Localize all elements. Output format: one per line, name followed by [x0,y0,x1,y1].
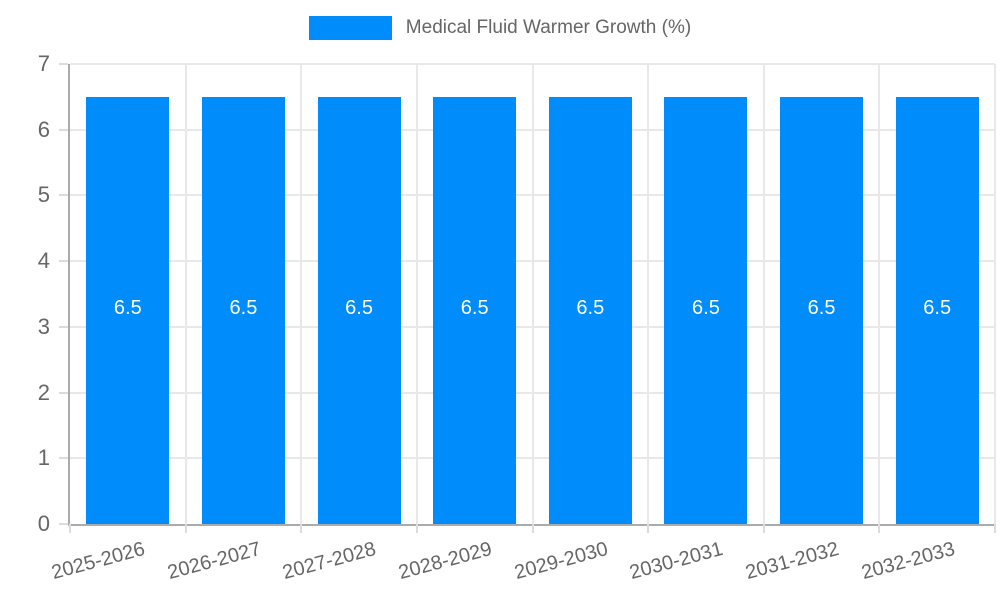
y-axis-tick [59,523,68,525]
x-axis-tick [300,524,303,533]
y-axis-tick [59,391,68,394]
gridline-vertical [531,64,534,524]
legend-label: Medical Fluid Warmer Growth (%) [405,17,692,38]
y-axis-tick [59,194,68,197]
x-axis-tick-label: 2028-2029 [396,538,495,585]
bar-value-label: 6.5 [923,297,952,320]
y-axis-tick-label: 3 [37,313,50,339]
bar[interactable] [86,96,170,524]
bar[interactable] [433,96,517,524]
y-axis-tick-label: 1 [37,445,50,471]
gridline-vertical [994,64,996,524]
bar[interactable] [780,96,864,524]
y-axis-tick-label: 2 [37,379,50,405]
bar[interactable] [317,96,401,524]
x-axis-tick [415,524,418,533]
gridline-vertical [184,64,187,524]
bar[interactable] [548,96,632,524]
x-axis-tick [531,524,534,533]
y-axis-tick [59,260,68,263]
bar-value-label: 6.5 [576,297,605,320]
x-axis-tick [184,524,187,533]
x-axis-tick [878,524,881,533]
bar-value-label: 6.5 [692,297,720,320]
x-axis-tick-label: 2026-2027 [165,538,264,585]
bar[interactable] [664,96,748,524]
gridline-vertical [762,64,765,524]
x-axis-tick-label: 2030-2031 [627,538,726,585]
x-axis-tick [762,524,765,533]
x-axis-tick-label: 2031-2032 [743,538,842,585]
legend-swatch-icon [308,16,392,40]
gridline-vertical [878,64,881,524]
y-axis-tick-label: 4 [37,248,50,274]
x-axis-tick-label: 2027-2028 [280,538,379,585]
bar[interactable] [895,96,979,524]
y-axis-tick [59,457,68,460]
y-axis-tick-label: 0 [37,511,50,536]
y-axis-tick [59,128,68,131]
y-axis-tick [59,63,68,65]
bar-value-label: 6.5 [460,297,489,320]
x-axis-tick [69,524,71,533]
y-axis-tick-label: 6 [37,116,50,142]
plot-area: 0 1 2 3 4 5 6 7 6.5 2025-2026 6.5 2026-2027 6.5 2027-… [38,51,996,584]
y-axis-tick-label: 5 [37,182,50,208]
bar-value-label: 6.5 [229,297,258,320]
bar-value-label: 6.5 [113,297,142,320]
chart-legend[interactable]: Medical Fluid Warmer Growth (%) [0,16,1000,40]
gridline-vertical [647,64,650,524]
x-axis-tick-label: 2025-2026 [49,538,148,585]
y-axis-tick-label: 7 [37,51,50,76]
x-axis-tick [994,524,996,533]
gridline-vertical [415,64,418,524]
gridline-vertical [300,64,303,524]
bar-value-label: 6.5 [345,297,373,320]
bar[interactable] [201,96,285,524]
x-axis-tick-label: 2029-2030 [511,538,611,585]
x-axis-tick-label: 2032-2033 [858,538,957,585]
bar-value-label: 6.5 [807,297,836,320]
x-axis-tick [647,524,650,533]
y-axis-tick [59,325,68,328]
